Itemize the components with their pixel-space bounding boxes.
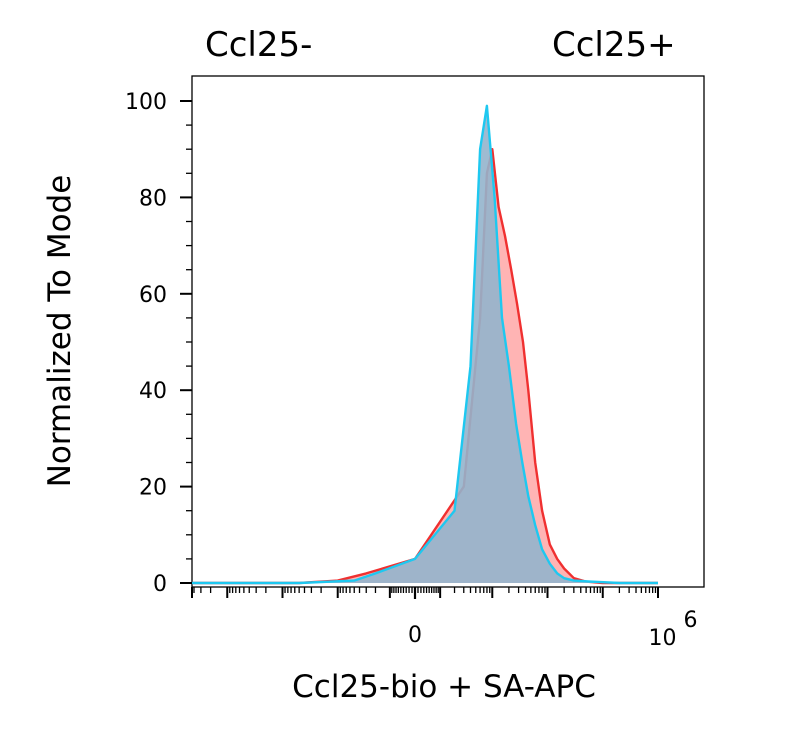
legend-ccl25-negative: Ccl25-	[205, 25, 312, 65]
y-tick-label: 100	[125, 90, 167, 115]
x-axis	[191, 587, 659, 599]
series-layer	[192, 104, 658, 585]
legend-ccl25-positive: Ccl25+	[552, 25, 676, 65]
y-tick-label: 80	[139, 186, 167, 211]
y-axis: 0 20 40 60 80 100	[125, 90, 192, 597]
y-tick-label: 20	[139, 476, 167, 501]
plot-area	[191, 75, 705, 588]
x-tick-label-max-base: 10	[649, 626, 677, 651]
series-line-ccl25-negative	[192, 104, 658, 585]
y-tick-label: 0	[153, 572, 167, 597]
y-axis-title: Normalized To Mode	[42, 175, 78, 488]
y-tick-label: 60	[139, 283, 167, 308]
series-line-ccl25-positive	[192, 148, 658, 585]
x-axis-title: Ccl25-bio + SA-APC	[292, 669, 596, 705]
y-tick-label: 40	[139, 379, 167, 404]
series-area-ccl25-positive	[192, 149, 658, 583]
series-area-ccl25-negative	[192, 105, 658, 584]
x-tick-label-zero: 0	[408, 623, 422, 648]
x-tick-label-max-exponent: 6	[684, 608, 698, 633]
x-tick-label-max: 10 6	[649, 608, 698, 651]
plot-frame	[191, 75, 705, 588]
